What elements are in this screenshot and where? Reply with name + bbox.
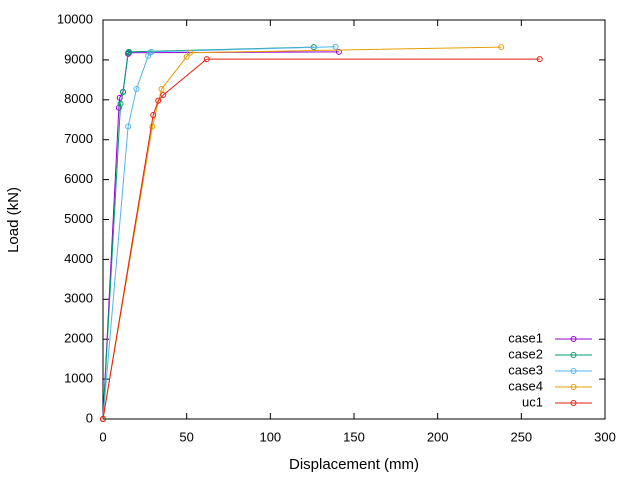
data-point [117, 100, 124, 107]
x-tick-label: 300 [594, 429, 616, 444]
series-line [102, 46, 502, 420]
y-tick-label: 8000 [64, 91, 93, 106]
x-tick-label: 150 [343, 429, 365, 444]
y-tick-label: 3000 [64, 291, 93, 306]
series-line [102, 46, 336, 420]
legend-label: case4 [508, 378, 543, 393]
series-line [102, 51, 339, 420]
legend-label: uc1 [522, 394, 543, 409]
data-point [335, 48, 342, 55]
data-point [120, 88, 127, 95]
data-point [183, 53, 190, 60]
y-tick-label: 7000 [64, 131, 93, 146]
series-line [102, 58, 540, 420]
legend-marker [570, 400, 577, 406]
data-point [332, 43, 339, 50]
data-point [158, 86, 165, 93]
legend-marker [570, 384, 577, 390]
y-tick-label: 0 [86, 410, 93, 425]
y-tick-label: 10000 [57, 11, 93, 26]
x-tick-label: 200 [427, 429, 449, 444]
y-tick-label: 5000 [64, 211, 93, 226]
data-point [536, 56, 543, 63]
data-point [498, 44, 505, 51]
legend-label: case3 [508, 362, 543, 377]
y-tick-label: 4000 [64, 251, 93, 266]
x-tick-label: 50 [179, 429, 193, 444]
data-point [160, 92, 167, 99]
legend-marker [570, 368, 577, 374]
x-axis-label: Displacement (mm) [289, 456, 419, 473]
legend-marker [570, 352, 577, 358]
y-axis-label: Load (kN) [5, 187, 22, 253]
legend-marker [570, 336, 577, 342]
data-point [150, 111, 157, 118]
x-tick-label: 100 [259, 429, 281, 444]
y-tick-label: 1000 [64, 371, 93, 386]
x-tick-label: 250 [510, 429, 532, 444]
y-tick-label: 6000 [64, 171, 93, 186]
y-tick-label: 9000 [64, 51, 93, 66]
legend-label: case2 [508, 346, 543, 361]
y-tick-label: 2000 [64, 331, 93, 346]
data-point [125, 49, 132, 56]
series-line [102, 46, 314, 420]
x-tick-label: 0 [99, 429, 106, 444]
data-point [125, 123, 132, 130]
data-point [133, 86, 140, 93]
data-point [100, 416, 106, 422]
data-point [125, 48, 132, 55]
data-point [203, 56, 210, 63]
data-point [187, 49, 194, 56]
data-point [145, 52, 152, 59]
data-point [148, 48, 155, 55]
legend-label: case1 [508, 330, 543, 345]
data-point [155, 97, 162, 104]
data-point [149, 123, 156, 130]
